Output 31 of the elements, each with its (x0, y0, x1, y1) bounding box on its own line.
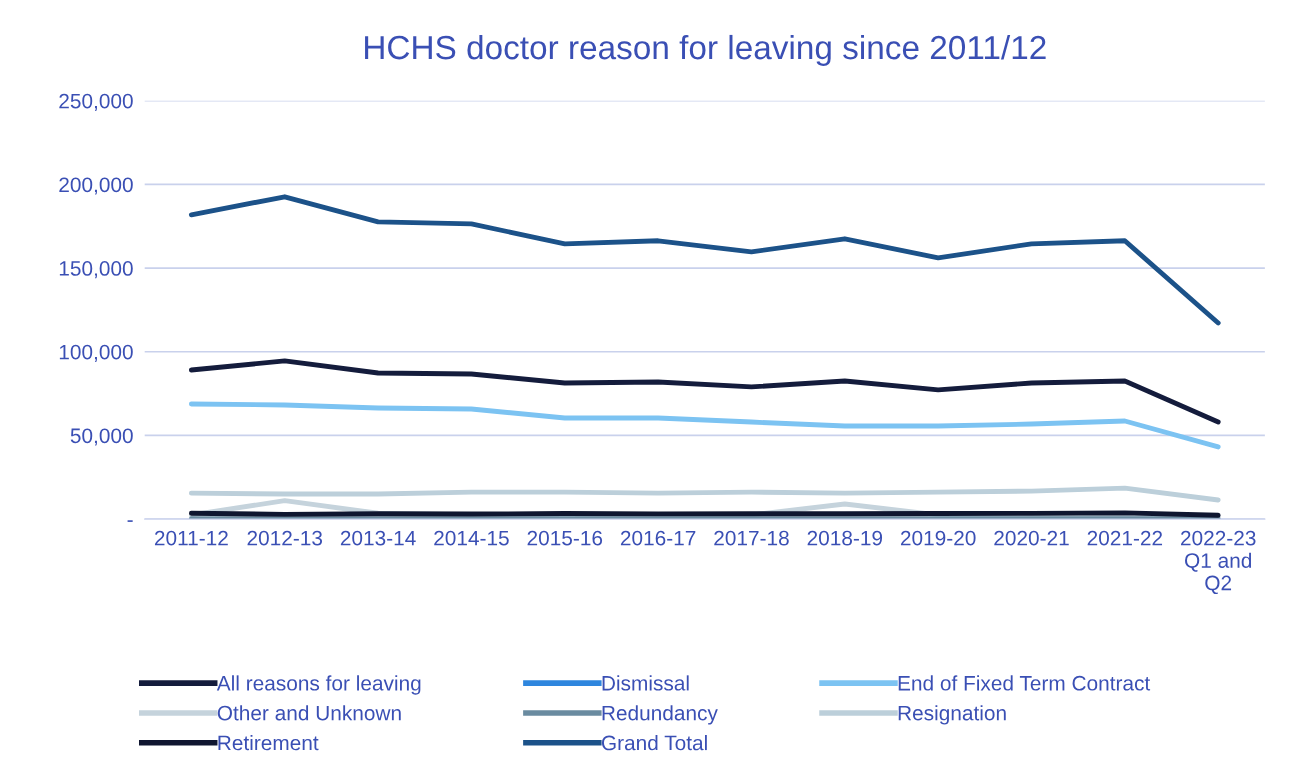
x-tick-label: 2019-20 (900, 530, 976, 546)
y-tick-label: 250,000 (59, 93, 133, 111)
y-tick-label: 50,000 (70, 428, 133, 446)
x-tick-label: 2016-17 (620, 530, 696, 546)
line-series (188, 358, 1221, 425)
legend-label: End of Fixed Term Contract (898, 675, 1151, 691)
line-series (188, 194, 1221, 326)
legend-label: Resignation (898, 705, 1006, 725)
line-series (188, 485, 1221, 503)
legend-label: Redundancy (602, 705, 718, 725)
x-tick-label: 2014-15 (434, 530, 509, 546)
x-tick-label: 2013-14 (340, 530, 416, 546)
y-tick-label: 100,000 (59, 344, 133, 362)
x-tick-label: 2015-16 (527, 530, 603, 546)
x-tick-label: 2011-12 (154, 530, 228, 546)
x-tick-label: 2018-19 (807, 530, 883, 546)
y-tick-label: - (127, 520, 133, 522)
legend-label: Dismissal (602, 675, 689, 691)
y-tick-label: 200,000 (59, 177, 133, 195)
x-tick-label: 2022-23 Q1 and Q2 (1181, 530, 1256, 595)
legend-label: Retirement (218, 735, 319, 751)
y-tick-label: 150,000 (59, 261, 133, 279)
legend-label: All reasons for leaving (216, 675, 421, 695)
x-tick-label: 2017-18 (714, 530, 789, 546)
x-tick-label: 2012-13 (247, 530, 323, 546)
x-tick-label: 2020-21 (994, 530, 1069, 546)
legend-label: Other and Unknown (217, 705, 401, 721)
chart-title: HCHS doctor reason for leaving since 2011/12 (365, 34, 1046, 66)
legend-label: Grand Total (601, 735, 707, 751)
line-series (188, 401, 1221, 450)
x-tick-label: 2021-22 (1087, 530, 1163, 546)
